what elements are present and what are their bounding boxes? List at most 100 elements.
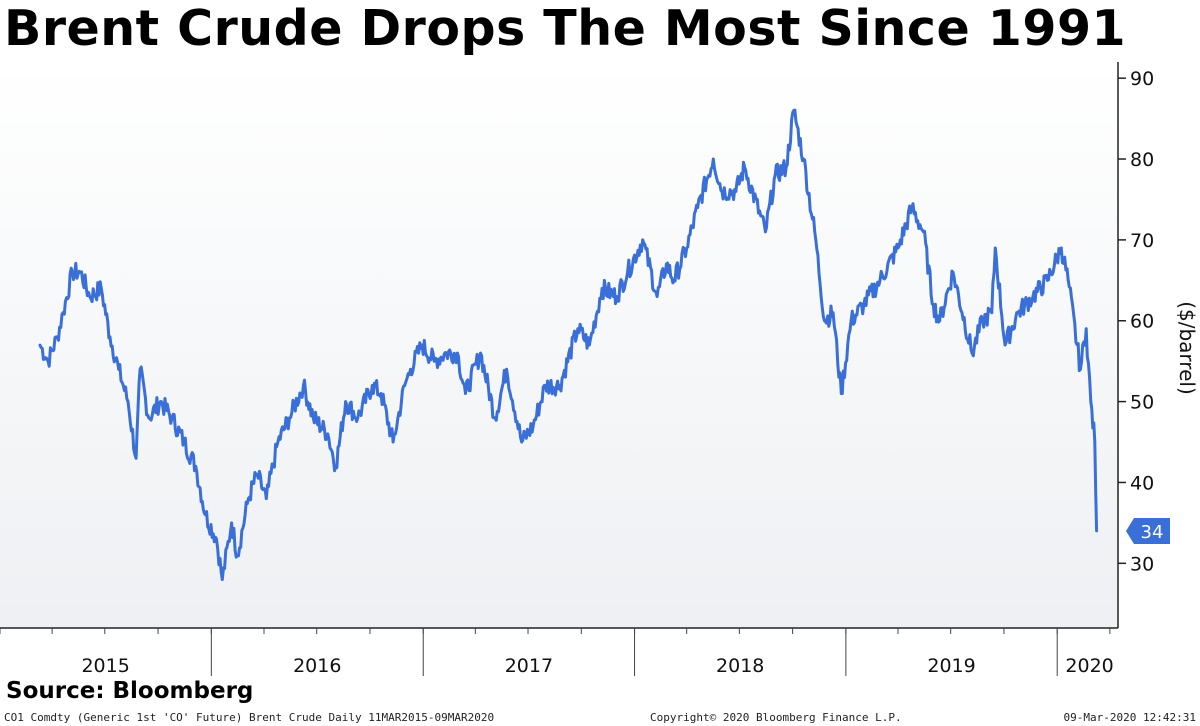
data-point	[774, 174, 777, 177]
data-point	[588, 344, 591, 347]
data-point	[147, 416, 150, 419]
data-point	[685, 247, 688, 250]
data-point	[1089, 400, 1092, 403]
data-point	[665, 263, 668, 266]
data-point	[1095, 530, 1098, 533]
data-point	[433, 360, 436, 363]
data-point	[862, 303, 865, 306]
y-tick-label: 60	[1130, 311, 1154, 333]
data-point	[840, 392, 843, 395]
data-point	[100, 287, 103, 290]
data-point	[932, 303, 935, 306]
data-point	[356, 416, 359, 419]
data-point	[479, 352, 482, 355]
data-point	[71, 271, 74, 274]
data-point	[277, 441, 280, 444]
data-point	[494, 416, 497, 419]
data-point	[520, 441, 523, 444]
data-point	[544, 384, 547, 387]
data-point	[673, 279, 676, 282]
data-point	[62, 311, 65, 314]
data-point	[380, 392, 383, 395]
data-point	[743, 166, 746, 169]
data-point	[641, 239, 644, 242]
data-point	[79, 271, 82, 274]
data-point	[785, 166, 788, 169]
data-point	[764, 230, 767, 233]
data-point	[445, 352, 448, 355]
data-point	[39, 344, 42, 347]
data-point	[576, 327, 579, 330]
data-point	[171, 416, 174, 419]
footer-security: CO1 Comdty (Generic 1st 'CO' Future) Bre…	[4, 711, 494, 724]
data-point	[656, 295, 659, 298]
last-value-label: 34	[1141, 522, 1164, 543]
data-point	[814, 239, 817, 242]
data-point	[601, 287, 604, 290]
data-point	[204, 513, 207, 516]
y-tick-label: 90	[1130, 68, 1154, 90]
data-point	[392, 441, 395, 444]
data-point	[1067, 279, 1070, 282]
data-point	[135, 457, 138, 460]
data-point	[221, 578, 224, 581]
data-point	[721, 190, 724, 193]
data-point	[832, 311, 835, 314]
data-point	[994, 247, 997, 250]
data-point	[288, 416, 291, 419]
data-point	[371, 384, 374, 387]
y-tick-label: 30	[1130, 553, 1154, 575]
data-point	[256, 473, 259, 476]
page-title: Brent Crude Drops The Most Since 1991	[4, 4, 1126, 53]
x-tick-label: 2020	[1065, 655, 1113, 677]
data-point	[735, 190, 738, 193]
data-point	[1016, 311, 1019, 314]
data-point	[532, 425, 535, 428]
data-point	[1093, 441, 1096, 444]
footer-timestamp: 09-Mar-2020 12:42:31	[1064, 711, 1196, 724]
y-axis-label: ($/barrel)	[1175, 301, 1199, 395]
y-tick-label: 40	[1130, 472, 1154, 494]
x-tick-label: 2017	[505, 655, 553, 677]
data-point	[236, 554, 239, 557]
data-point	[696, 206, 699, 209]
x-tick-label: 2016	[293, 655, 341, 677]
plot-area	[0, 62, 1118, 628]
data-point	[183, 441, 186, 444]
data-point	[922, 230, 925, 233]
data-point	[971, 352, 974, 355]
data-point	[615, 295, 618, 298]
data-point	[456, 352, 459, 355]
data-point	[1046, 279, 1049, 282]
data-point	[1060, 247, 1063, 250]
y-tick-label: 80	[1130, 149, 1154, 171]
data-point	[47, 360, 50, 363]
data-point	[464, 392, 467, 395]
x-tick-label: 2019	[927, 655, 975, 677]
price-chart: 30 40 50 60 70 80 90 2015 2016 2017 2018 2019 2020 …	[0, 62, 1200, 678]
data-point	[505, 368, 508, 371]
data-point	[1032, 295, 1035, 298]
data-point	[127, 400, 130, 403]
data-point	[344, 400, 347, 403]
data-point	[626, 271, 629, 274]
x-tick-label: 2015	[81, 655, 129, 677]
y-tick-label: 50	[1130, 392, 1154, 414]
data-point	[265, 497, 268, 500]
data-point	[109, 336, 112, 339]
data-point	[938, 319, 941, 322]
data-point	[326, 433, 329, 436]
last-value-tag: 34	[1126, 518, 1170, 544]
data-point	[559, 384, 562, 387]
data-point	[403, 384, 406, 387]
data-point	[215, 538, 218, 541]
data-point	[952, 271, 955, 274]
data-point	[990, 311, 993, 314]
data-point	[1004, 344, 1007, 347]
data-point	[823, 319, 826, 322]
data-point	[981, 319, 984, 322]
footer-bar: CO1 Comdty (Generic 1st 'CO' Future) Bre…	[0, 706, 1200, 726]
data-point	[334, 465, 337, 468]
data-point	[421, 344, 424, 347]
